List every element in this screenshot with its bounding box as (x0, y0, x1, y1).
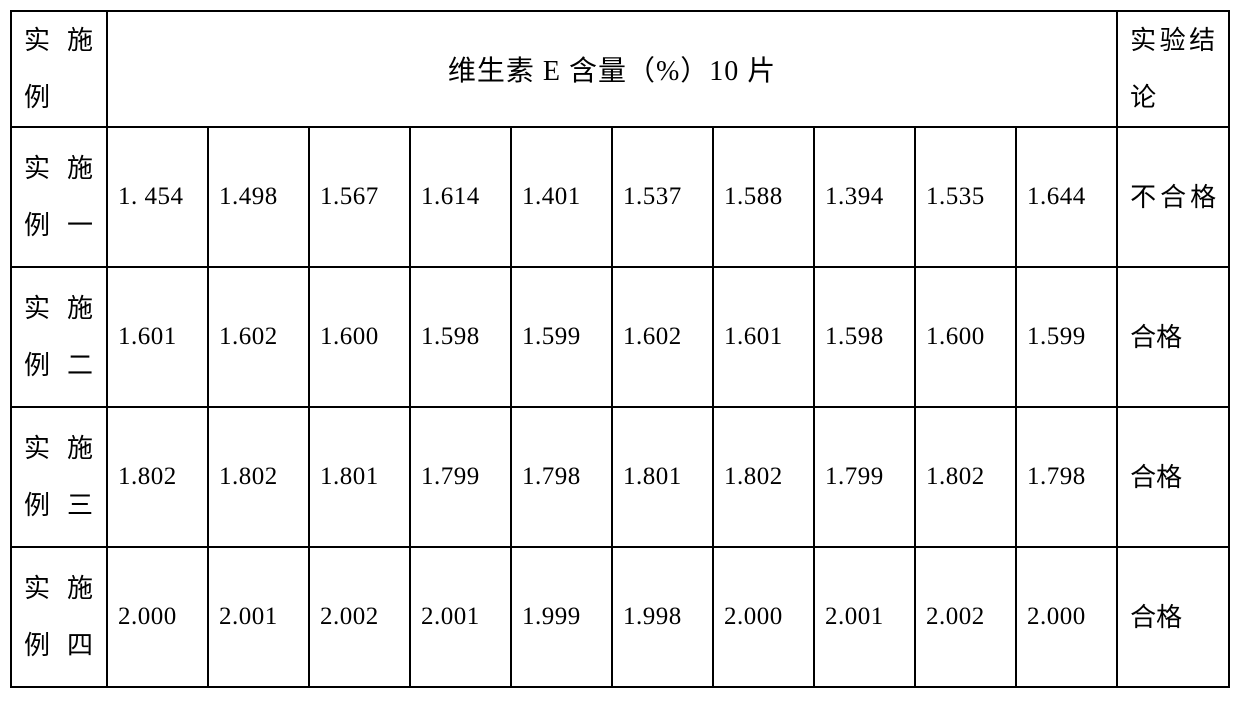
row-label: 实施例四 (11, 547, 107, 687)
header-center-title: 维生素 E 含量（%）10 片 (107, 11, 1117, 127)
value-cell: 1.602 (208, 267, 309, 407)
value-cell: 1.601 (713, 267, 814, 407)
value-cell: 1.798 (1016, 407, 1117, 547)
value-cell: 1.588 (713, 127, 814, 267)
value-cell: 1.601 (107, 267, 208, 407)
value-cell: 1.498 (208, 127, 309, 267)
value-cell: 2.001 (208, 547, 309, 687)
value-cell: 1.802 (208, 407, 309, 547)
value-cell: 1.598 (814, 267, 915, 407)
table-row: 实施例四2.0002.0012.0022.0011.9991.9982.0002… (11, 547, 1229, 687)
value-cell: 1. 454 (107, 127, 208, 267)
value-cell: 1.614 (410, 127, 511, 267)
value-cell: 1.644 (1016, 127, 1117, 267)
value-cell: 1.394 (814, 127, 915, 267)
value-cell: 1.602 (612, 267, 713, 407)
value-cell: 1.599 (1016, 267, 1117, 407)
result-cell: 不合格 (1117, 127, 1229, 267)
value-cell: 1.802 (107, 407, 208, 547)
value-cell: 1.600 (915, 267, 1016, 407)
value-cell: 1.535 (915, 127, 1016, 267)
value-cell: 1.801 (309, 407, 410, 547)
value-cell: 2.000 (713, 547, 814, 687)
value-cell: 2.001 (814, 547, 915, 687)
value-cell: 1.998 (612, 547, 713, 687)
table-row: 实施例一1. 4541.4981.5671.6141.4011.5371.588… (11, 127, 1229, 267)
value-cell: 1.802 (713, 407, 814, 547)
vitamin-e-table: 实施例 维生素 E 含量（%）10 片 实验结论 实施例一1. 4541.498… (10, 10, 1230, 688)
value-cell: 1.600 (309, 267, 410, 407)
value-cell: 1.599 (511, 267, 612, 407)
table-row: 实施例二1.6011.6021.6001.5981.5991.6021.6011… (11, 267, 1229, 407)
table-row: 实施例三1.8021.8021.8011.7991.7981.8011.8021… (11, 407, 1229, 547)
value-cell: 2.000 (1016, 547, 1117, 687)
value-cell: 1.537 (612, 127, 713, 267)
value-cell: 1.999 (511, 547, 612, 687)
value-cell: 1.567 (309, 127, 410, 267)
value-cell: 1.401 (511, 127, 612, 267)
result-cell: 合格 (1117, 407, 1229, 547)
value-cell: 1.598 (410, 267, 511, 407)
row-label: 实施例二 (11, 267, 107, 407)
value-cell: 2.002 (309, 547, 410, 687)
row-label: 实施例一 (11, 127, 107, 267)
value-cell: 1.802 (915, 407, 1016, 547)
value-cell: 2.002 (915, 547, 1016, 687)
header-row-label: 实施例 (11, 11, 107, 127)
value-cell: 2.001 (410, 547, 511, 687)
result-cell: 合格 (1117, 547, 1229, 687)
value-cell: 1.801 (612, 407, 713, 547)
row-label: 实施例三 (11, 407, 107, 547)
value-cell: 1.799 (410, 407, 511, 547)
value-cell: 1.799 (814, 407, 915, 547)
header-result-label: 实验结论 (1117, 11, 1229, 127)
value-cell: 2.000 (107, 547, 208, 687)
result-cell: 合格 (1117, 267, 1229, 407)
table-header-row: 实施例 维生素 E 含量（%）10 片 实验结论 (11, 11, 1229, 127)
value-cell: 1.798 (511, 407, 612, 547)
